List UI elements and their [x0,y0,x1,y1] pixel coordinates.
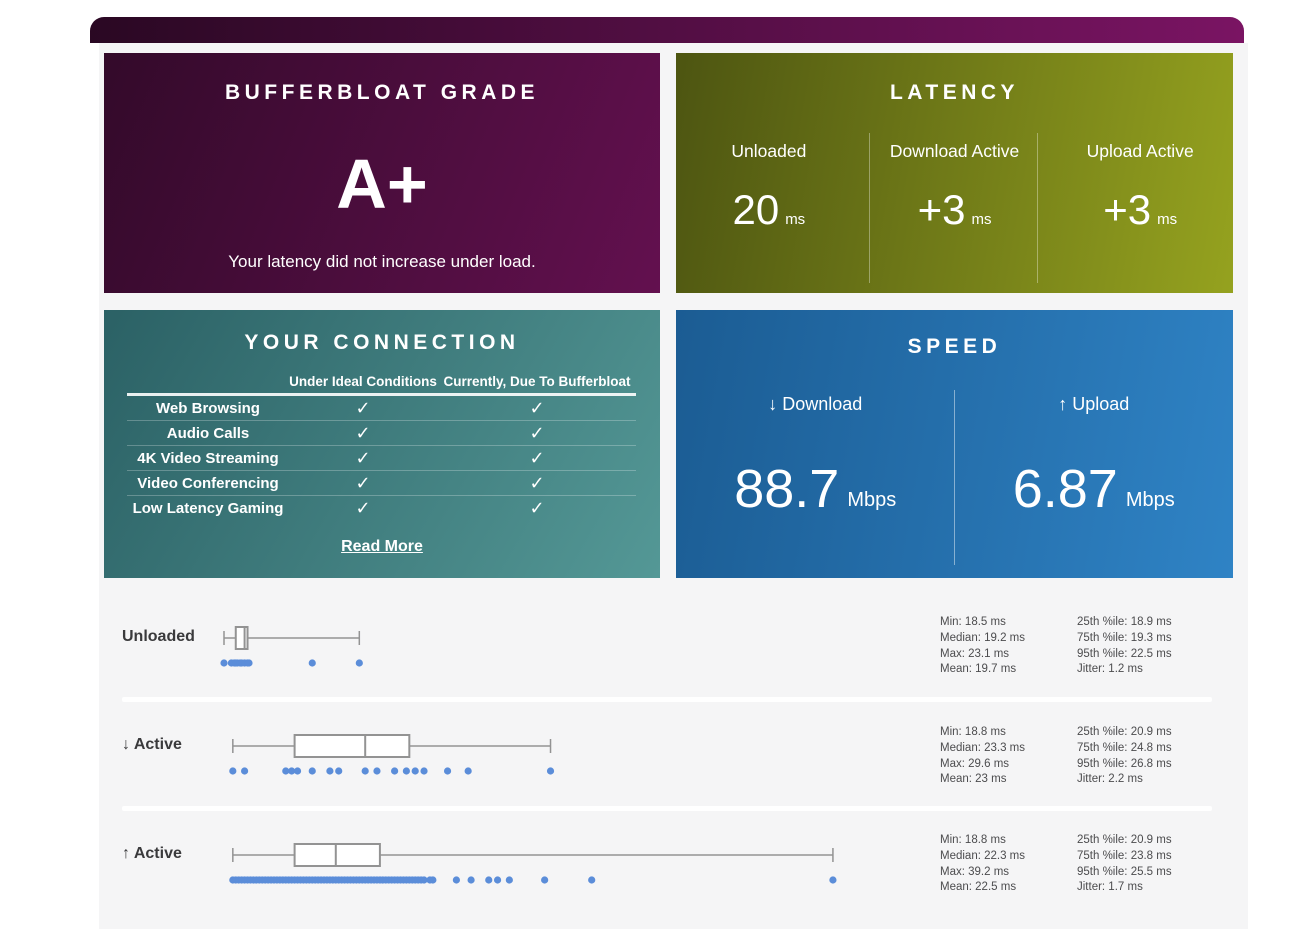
table-row: Web Browsing ✓ ✓ [104,396,660,421]
upload-active-boxplot [229,843,837,884]
latency-download-value: +3 ms [917,186,992,233]
latency-unloaded-label: Unloaded [731,141,807,161]
grade-caption: Your latency did not increase under load… [228,252,536,271]
row-divider [122,806,1212,811]
read-more-link[interactable]: Read More [341,538,423,555]
upload-speed: ↑ Upload 6.87 Mbps [955,393,1234,519]
stats-left: Min: 18.8 ms Median: 23.3 ms Max: 29.6 m… [940,725,1072,788]
speed-columns: ↓ Download 88.7 Mbps ↑ Upload 6.87 Mbps [676,393,1233,519]
download-speed: ↓ Download 88.7 Mbps [676,393,955,519]
download-active-latency-row: ↓ Active Min: 18.8 ms Median: 23.3 ms Ma… [0,702,1311,806]
latency-card: LATENCY Unloaded 20 ms Download Active +… [676,53,1233,293]
activity-label: Video Conferencing [137,475,279,492]
table-row: Low Latency Gaming ✓ ✓ [104,496,660,521]
unloaded-boxplot [220,626,363,667]
activity-label: Low Latency Gaming [132,500,284,517]
connection-card-title: YOUR CONNECTION [244,331,520,354]
your-connection-card: YOUR CONNECTION Under Ideal Conditions C… [104,310,660,578]
stat-95th: 95th %ile: 22.5 ms [1077,647,1172,660]
upload-value: 6.87 Mbps [1012,459,1175,519]
latency-card-title: LATENCY [889,81,1020,104]
stat-75th: 75th %ile: 19.3 ms [1077,631,1172,644]
stats-left: Min: 18.5 ms Median: 19.2 ms Max: 23.1 m… [940,615,1072,678]
bufferbloat-grade-card: BUFFERBLOAT GRADE A+ Your latency did no… [104,53,660,293]
grade-value: A+ [336,145,428,223]
stat-jitter: Jitter: 1.7 ms [1077,881,1143,894]
stat-25th: 25th %ile: 20.9 ms [1077,726,1172,738]
table-row: 4K Video Streaming ✓ ✓ [104,446,660,471]
stat-max: Max: 39.2 ms [940,865,1010,878]
vertical-divider [1037,133,1038,283]
stat-75th: 75th %ile: 24.8 ms [1077,741,1172,754]
check-icon: ✓ [355,473,371,493]
latency-unloaded: Unloaded 20 ms [676,141,862,234]
check-icon: ✓ [529,498,545,518]
stat-median: Median: 22.3 ms [940,849,1026,862]
activity-label: 4K Video Streaming [137,450,279,467]
activity-label: Audio Calls [166,425,250,442]
latency-unloaded-value: 20 ms [732,186,806,233]
stats-right: 25th %ile: 20.9 ms 75th %ile: 24.8 ms 95… [1077,725,1227,788]
check-icon: ✓ [529,423,545,443]
table-row: Video Conferencing ✓ ✓ [104,471,660,496]
vertical-divider [954,390,955,565]
stats-right: 25th %ile: 20.9 ms 75th %ile: 23.8 ms 95… [1077,833,1227,896]
latency-upload-value: +3 ms [1103,186,1178,233]
ideal-conditions-header: Under Ideal Conditions [289,374,437,389]
row-label: Unloaded [122,628,195,645]
stat-mean: Mean: 22.5 ms [940,881,1017,894]
connection-table: Web Browsing ✓ ✓ Audio Calls ✓ ✓ 4K Vide… [104,396,660,521]
stats-left: Min: 18.8 ms Median: 22.3 ms Max: 39.2 m… [940,833,1072,896]
stat-min: Min: 18.8 ms [940,726,1006,738]
latency-columns: Unloaded 20 ms Download Active +3 ms Upl… [676,141,1233,234]
stat-min: Min: 18.8 ms [940,834,1006,846]
header-divider [127,393,636,396]
top-accent-bar [90,17,1244,43]
download-value: 88.7 Mbps [734,459,897,519]
stat-median: Median: 23.3 ms [940,741,1026,754]
row-divider [122,697,1212,702]
upload-active-latency-row: ↑ Active Min: 18.8 ms Median: 22.3 ms Ma… [0,811,1311,929]
latency-download-label: Download Active [889,141,1020,161]
row-label: ↑ Active [122,845,182,862]
latency-upload-label: Upload Active [1086,141,1194,161]
stat-mean: Mean: 23 ms [940,773,1007,786]
activity-label: Web Browsing [156,400,260,417]
check-icon: ✓ [355,398,371,418]
stat-95th: 95th %ile: 26.8 ms [1077,757,1172,770]
download-active-boxplot [229,734,555,775]
check-icon: ✓ [529,448,545,468]
stat-min: Min: 18.5 ms [940,616,1006,628]
check-icon: ✓ [355,498,371,518]
check-icon: ✓ [529,473,545,493]
stat-jitter: Jitter: 1.2 ms [1077,663,1143,676]
vertical-divider [869,133,870,283]
grade-card-title: BUFFERBLOAT GRADE [224,81,540,104]
stat-mean: Mean: 19.7 ms [940,663,1017,676]
stat-max: Max: 23.1 ms [940,647,1010,660]
latency-download-active: Download Active +3 ms [862,141,1048,234]
stat-max: Max: 29.6 ms [940,757,1010,770]
row-label: ↓ Active [122,736,182,753]
currently-header: Currently, Due To Bufferbloat [443,374,631,389]
latency-upload-active: Upload Active +3 ms [1047,141,1233,234]
unloaded-latency-row: Unloaded Min: 18.5 ms Median: 19.2 ms Ma… [0,600,1311,697]
stat-25th: 25th %ile: 20.9 ms [1077,834,1172,846]
speed-card-title: SPEED [907,335,1002,358]
stat-jitter: Jitter: 2.2 ms [1077,773,1143,786]
upload-label: ↑ Upload [1058,394,1130,414]
stat-75th: 75th %ile: 23.8 ms [1077,849,1172,862]
check-icon: ✓ [529,398,545,418]
check-icon: ✓ [355,423,371,443]
table-row: Audio Calls ✓ ✓ [104,421,660,446]
stats-right: 25th %ile: 18.9 ms 75th %ile: 19.3 ms 95… [1077,615,1227,678]
stat-median: Median: 19.2 ms [940,631,1026,644]
download-label: ↓ Download [768,394,863,414]
check-icon: ✓ [355,448,371,468]
stat-95th: 95th %ile: 25.5 ms [1077,865,1172,878]
connection-column-headers: Under Ideal Conditions Currently, Due To… [104,374,660,392]
speed-card: SPEED ↓ Download 88.7 Mbps ↑ Upload 6.87… [676,310,1233,578]
stat-25th: 25th %ile: 18.9 ms [1077,616,1172,628]
